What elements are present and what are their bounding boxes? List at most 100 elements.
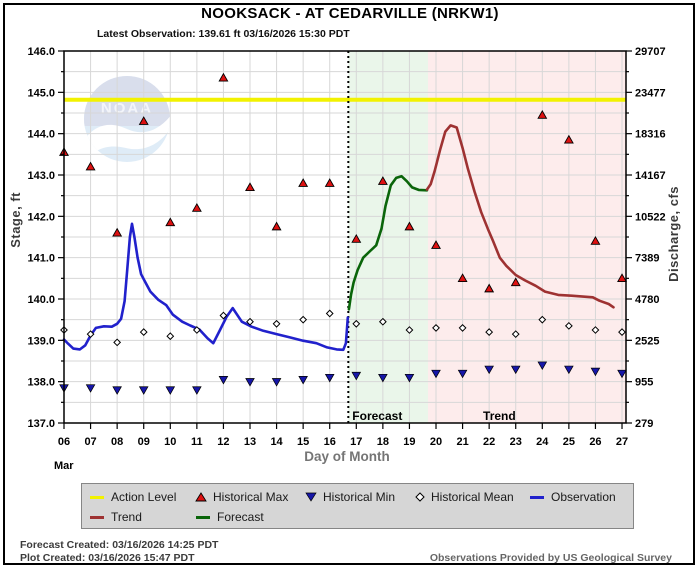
day-tick-label: 23 [510, 436, 522, 448]
day-tick-label: 07 [84, 436, 96, 448]
historical-mean-marker [86, 330, 95, 339]
historical-max-marker [218, 72, 229, 82]
trend-line [425, 124, 615, 309]
historical-max-marker [484, 283, 495, 293]
day-tick-label: 15 [297, 436, 309, 448]
legend-box: Action Level Historical Max Historical Min… [81, 483, 634, 529]
forecast-line [347, 174, 429, 311]
historical-min-marker [165, 386, 176, 395]
historical-mean-marker [538, 315, 547, 324]
discharge-tick-label: 18316 [635, 129, 666, 141]
historical-min-marker [245, 378, 255, 387]
day-tick-label: 22 [483, 436, 495, 448]
day-tick-label: 13 [244, 436, 256, 448]
day-tick-label: 08 [111, 436, 123, 448]
historical-max-marker [165, 217, 176, 227]
stage-tick-label: 139.0 [27, 335, 55, 347]
historical-mean-marker [139, 328, 148, 336]
historical-mean-marker [325, 309, 334, 318]
historical-mean-marker [113, 338, 122, 347]
day-tick-label: 14 [270, 436, 283, 448]
day-tick-label: 09 [138, 436, 150, 448]
discharge-tick-label: 29707 [635, 46, 666, 58]
day-tick-label: 26 [589, 436, 601, 448]
historical-mean-marker [485, 328, 494, 336]
historical-mean-marker [246, 317, 254, 326]
trend-region-label: Trend [483, 409, 516, 423]
discharge-tick-label: 4780 [635, 294, 659, 306]
day-tick-label: 21 [456, 436, 468, 448]
stage-tick-label: 144.0 [27, 129, 55, 141]
historical-mean-marker [219, 311, 228, 320]
historical-max-marker [324, 178, 335, 187]
historical-mean-marker [272, 319, 281, 328]
legend-item-historical-max: Historical Max [195, 490, 288, 504]
latest-observation-label: Latest Observation: 139.61 ft 03/16/2026… [97, 28, 350, 40]
historical-min-marker [112, 386, 122, 395]
historical-min-marker [192, 386, 202, 395]
legend-item-forecast: Forecast [195, 510, 264, 524]
legend-item-trend: Trend [89, 510, 142, 524]
historical-min-marker [378, 373, 388, 383]
stage-axis-title: Stage, ft [8, 192, 23, 248]
historical-min-marker [590, 367, 601, 377]
legend-item-observation: Observation [529, 490, 616, 504]
triangle-down-swatch-icon [305, 492, 317, 502]
historical-max-marker [351, 233, 362, 243]
stage-tick-label: 142.0 [27, 211, 55, 223]
legend-item-historical-min: Historical Min [305, 490, 395, 504]
legend-item-historical-mean: Historical Mean [415, 490, 514, 504]
page-title: NOOKSACK - AT CEDARVILLE (NRKW1) [201, 5, 499, 22]
day-tick-label: 27 [616, 436, 628, 448]
historical-min-marker [617, 369, 627, 379]
historical-mean-marker [458, 324, 467, 332]
historical-min-marker [404, 373, 415, 383]
stage-tick-label: 138.0 [27, 377, 55, 389]
historical-min-marker [457, 369, 468, 379]
historical-min-marker [85, 384, 96, 393]
historical-min-marker [537, 361, 548, 371]
discharge-tick-label: 7389 [635, 253, 659, 265]
stage-tick-label: 143.0 [27, 170, 55, 182]
day-tick-label: 19 [403, 436, 415, 448]
historical-min-marker [298, 376, 308, 385]
historical-max-marker [617, 273, 627, 282]
historical-max-marker [590, 236, 601, 245]
noaa-logo-text: NOAA [101, 100, 153, 117]
historical-max-marker [245, 182, 255, 192]
historical-min-marker [324, 373, 335, 383]
day-tick-label: 16 [324, 436, 336, 448]
historical-min-marker [218, 376, 229, 385]
historical-min-marker [431, 369, 441, 379]
legend-item-action-level: Action Level [89, 490, 176, 504]
stage-tick-label: 140.0 [27, 294, 55, 306]
forecast-created-label: Forecast Created: 03/16/2026 14:25 PDT [20, 539, 219, 551]
diamond-swatch-icon [415, 492, 425, 502]
legend-label: Historical Min [323, 490, 396, 504]
line-swatch-icon [195, 513, 211, 521]
historical-mean-marker [378, 317, 387, 326]
historical-max-marker [404, 221, 415, 231]
discharge-tick-label: 955 [635, 377, 653, 389]
forecast-region-label: Forecast [352, 409, 402, 423]
historical-max-marker [377, 176, 388, 185]
legend-label: Observation [551, 490, 616, 504]
historical-max-marker [191, 202, 202, 212]
stage-tick-label: 145.0 [27, 87, 55, 99]
historical-mean-marker [405, 326, 414, 334]
day-axis-title: Day of Month [304, 449, 390, 464]
historical-max-marker [138, 116, 149, 125]
historical-mean-marker [618, 328, 626, 336]
observation-line [62, 222, 350, 352]
line-swatch-icon [89, 493, 105, 501]
discharge-tick-label: 23477 [635, 87, 666, 99]
line-swatch-icon [89, 513, 105, 521]
historical-min-marker [484, 365, 494, 375]
legend-label: Action Level [111, 490, 177, 504]
discharge-tick-label: 14167 [635, 170, 666, 182]
historical-min-marker [271, 378, 282, 387]
day-tick-label: 18 [377, 436, 389, 448]
historical-mean-marker [564, 321, 573, 330]
